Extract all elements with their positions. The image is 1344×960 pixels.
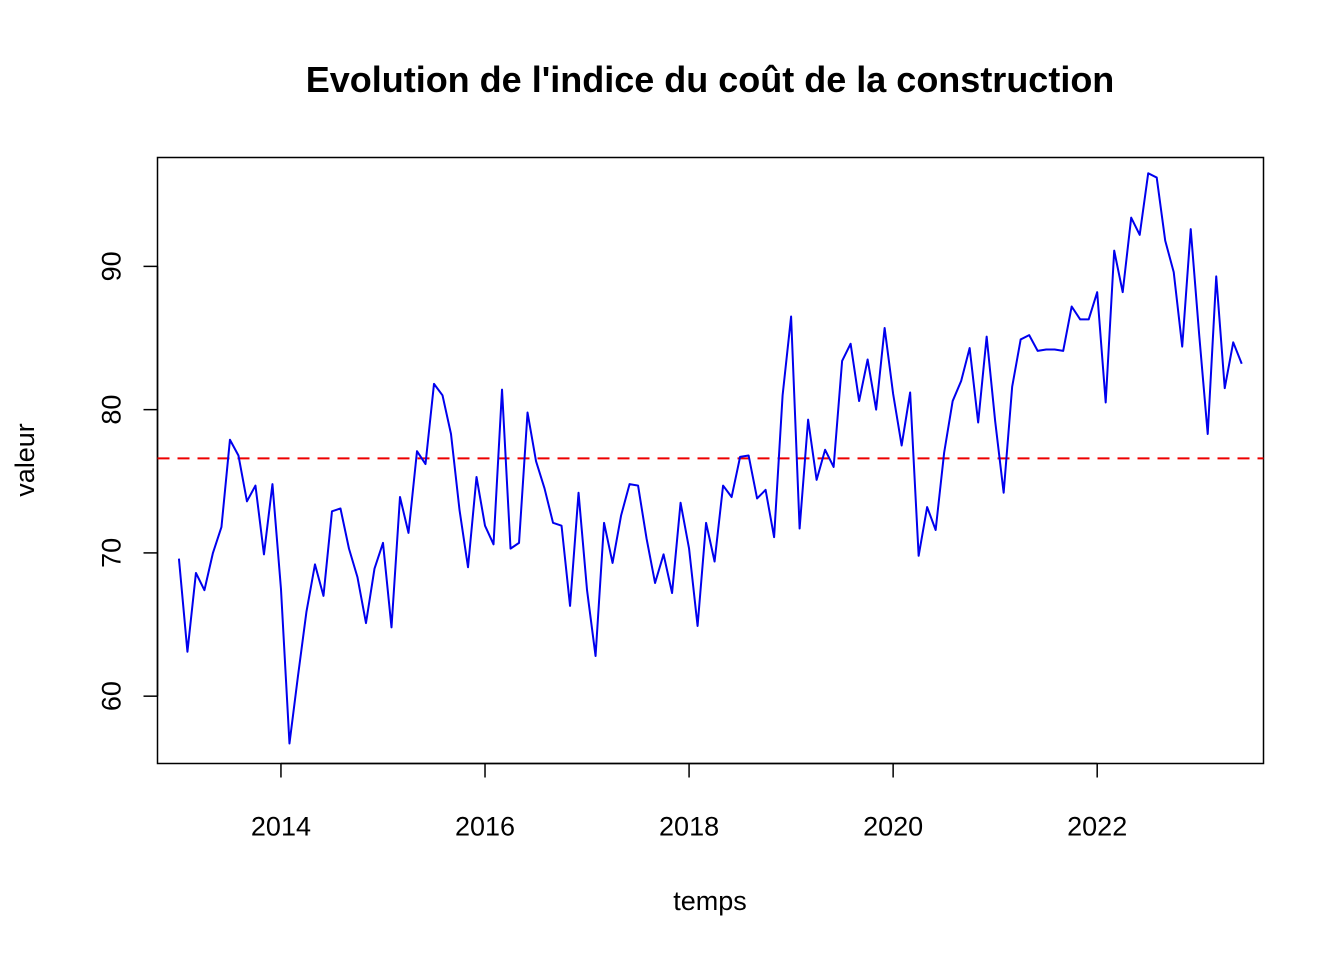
x-axis-label: temps — [673, 886, 747, 916]
y-axis: 60 70 80 90 — [97, 251, 159, 711]
series-line — [177, 172, 1243, 745]
y-tick-label: 90 — [97, 251, 127, 281]
y-tick-label: 70 — [97, 538, 127, 568]
plot-frame — [156, 156, 1265, 765]
series-layer — [177, 172, 1243, 745]
y-tick-label: 60 — [97, 681, 127, 711]
x-tick-label: 2016 — [455, 812, 515, 842]
x-tick-label: 2014 — [251, 812, 311, 842]
x-axis: 2014 2016 2018 2020 2022 — [251, 762, 1127, 842]
x-tick-label: 2020 — [863, 812, 923, 842]
chart-title: Evolution de l'indice du coût de la cons… — [306, 59, 1115, 100]
y-tick-label: 80 — [97, 395, 127, 425]
x-tick-label: 2018 — [659, 812, 719, 842]
y-axis-label: valeur — [10, 423, 40, 497]
x-tick-label: 2022 — [1067, 812, 1127, 842]
